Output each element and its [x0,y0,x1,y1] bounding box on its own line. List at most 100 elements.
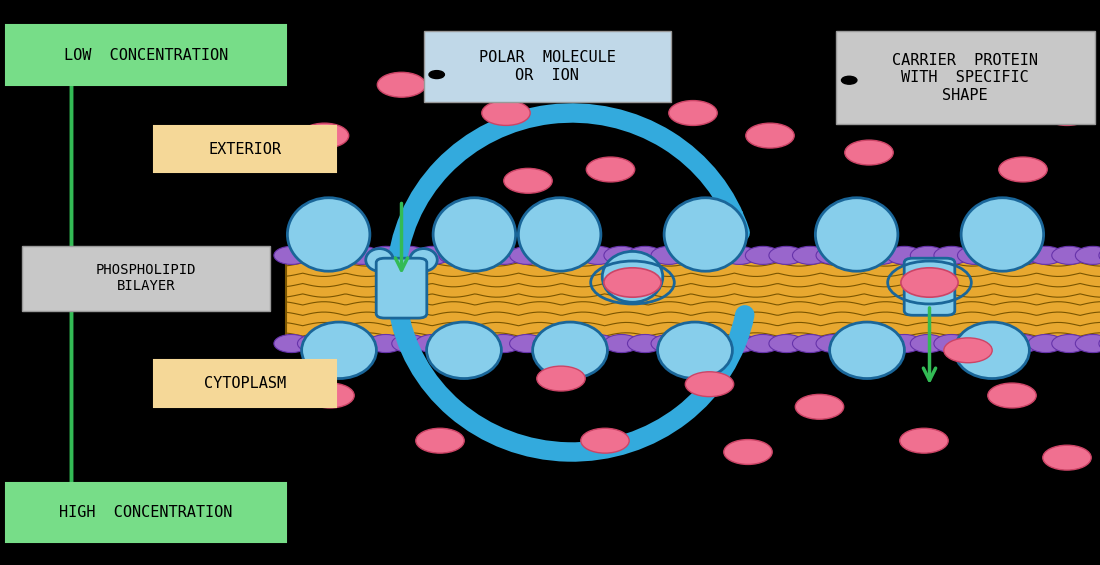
Circle shape [674,246,710,264]
Circle shape [792,246,827,264]
Ellipse shape [287,198,370,271]
Ellipse shape [955,322,1030,379]
Ellipse shape [301,322,376,379]
Circle shape [864,246,899,264]
Circle shape [416,334,451,353]
Circle shape [722,246,757,264]
Circle shape [769,334,804,353]
Circle shape [586,157,635,182]
Circle shape [368,246,404,264]
Circle shape [901,268,958,297]
Circle shape [845,140,893,165]
Text: HIGH  CONCENTRATION: HIGH CONCENTRATION [59,505,232,520]
Circle shape [839,246,875,264]
Circle shape [581,246,616,264]
Circle shape [957,334,992,353]
Circle shape [482,101,530,125]
Circle shape [981,246,1016,264]
Circle shape [1028,334,1064,353]
Circle shape [934,246,969,264]
Circle shape [900,428,948,453]
Circle shape [429,71,444,79]
Circle shape [300,123,349,148]
Circle shape [509,334,544,353]
FancyBboxPatch shape [154,126,336,172]
Circle shape [1004,334,1040,353]
Circle shape [685,372,734,397]
Circle shape [1052,334,1087,353]
Ellipse shape [518,198,601,271]
Circle shape [651,334,686,353]
Circle shape [724,440,772,464]
Circle shape [462,246,497,264]
Text: EXTERIOR: EXTERIOR [208,142,282,157]
Circle shape [887,334,922,353]
Circle shape [297,334,332,353]
Ellipse shape [433,198,516,271]
FancyBboxPatch shape [904,258,955,315]
Circle shape [627,246,662,264]
FancyBboxPatch shape [6,483,286,542]
Circle shape [604,246,639,264]
Circle shape [1043,101,1091,125]
Circle shape [988,383,1036,408]
Ellipse shape [365,249,393,271]
Circle shape [392,246,427,264]
Circle shape [604,268,661,297]
Circle shape [795,394,844,419]
Circle shape [509,246,544,264]
Circle shape [537,366,585,391]
Circle shape [746,334,781,353]
Circle shape [627,334,662,353]
Text: POLAR  MOLECULE
OR  ION: POLAR MOLECULE OR ION [478,50,616,82]
FancyBboxPatch shape [376,258,427,318]
Circle shape [439,334,474,353]
Circle shape [674,334,710,353]
Circle shape [321,334,356,353]
Ellipse shape [603,251,662,302]
Circle shape [722,334,757,353]
Circle shape [604,334,639,353]
Circle shape [416,428,464,453]
Circle shape [306,383,354,408]
Circle shape [557,246,592,264]
FancyBboxPatch shape [836,31,1094,124]
Text: LOW  CONCENTRATION: LOW CONCENTRATION [64,47,228,63]
Text: CARRIER  PROTEIN
WITH  SPECIFIC
SHAPE: CARRIER PROTEIN WITH SPECIFIC SHAPE [892,53,1038,103]
Circle shape [669,101,717,125]
Circle shape [274,334,309,353]
Circle shape [746,123,794,148]
Circle shape [1076,246,1100,264]
Circle shape [439,246,474,264]
Circle shape [816,334,851,353]
Text: CYTOPLASM: CYTOPLASM [204,376,286,391]
Circle shape [949,89,998,114]
Circle shape [462,334,497,353]
Ellipse shape [658,322,733,379]
Circle shape [321,246,356,264]
Circle shape [1052,246,1087,264]
Circle shape [1043,445,1091,470]
Circle shape [534,246,569,264]
Circle shape [887,246,922,264]
Ellipse shape [427,322,502,379]
Circle shape [698,246,734,264]
Circle shape [957,246,992,264]
Circle shape [581,428,629,453]
Circle shape [746,246,781,264]
Circle shape [842,76,857,84]
Circle shape [816,246,851,264]
Circle shape [581,334,616,353]
Circle shape [368,334,404,353]
Circle shape [534,334,569,353]
Circle shape [999,157,1047,182]
Circle shape [864,334,899,353]
Circle shape [1076,334,1100,353]
Circle shape [651,246,686,264]
FancyBboxPatch shape [22,246,270,311]
Circle shape [769,246,804,264]
Ellipse shape [532,322,607,379]
Bar [286,260,1100,339]
Circle shape [698,334,734,353]
Circle shape [944,338,992,363]
